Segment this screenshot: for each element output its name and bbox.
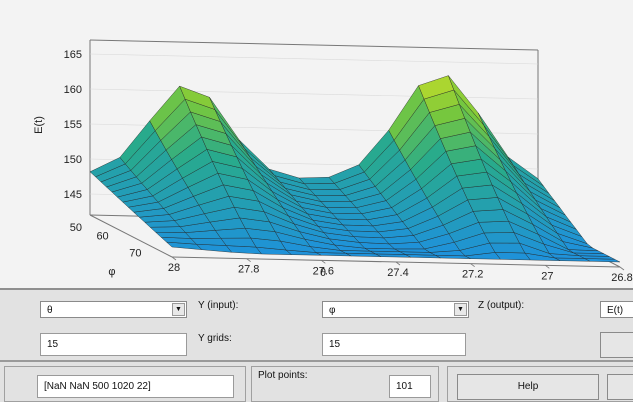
z-output-label: Z (output): <box>478 300 525 311</box>
y-grids-label: Y grids: <box>198 333 232 344</box>
panel-divider <box>0 360 633 362</box>
z-tick-label: 150 <box>64 154 82 166</box>
ref-input-field[interactable]: [NaN NaN 500 1020 22] <box>37 375 234 398</box>
y-input-label: Y (input): <box>198 300 239 311</box>
chevron-down-icon[interactable]: ▼ <box>454 303 467 316</box>
surface-cell <box>320 201 357 208</box>
surface-cell <box>489 242 526 254</box>
x-axis-label: θ <box>320 267 326 279</box>
z-output-select-value: E(t) <box>607 305 624 316</box>
chevron-down-icon[interactable]: ▼ <box>172 303 185 316</box>
surface-cell <box>315 195 352 202</box>
y-input-select-value: φ <box>329 305 336 316</box>
surface-cell <box>304 183 341 190</box>
surface-cell <box>155 231 192 239</box>
apply-button[interactable] <box>600 332 633 358</box>
x-grids-field[interactable]: 15 <box>40 333 187 356</box>
surface-cell <box>309 189 346 196</box>
z-tick-label: 160 <box>64 84 82 96</box>
x-tick-label: 28 <box>168 262 180 274</box>
x-tick-label: 27.4 <box>387 267 408 279</box>
surface-plot[interactable]: 165 160 155 150 145 50 28 27.8 27.6 27.4 27.2 27 26.… <box>0 0 633 288</box>
x-input-select-value: θ <box>47 305 53 316</box>
x-tick-label: 27.2 <box>462 269 483 281</box>
surface-cell <box>149 226 186 233</box>
y-tick-label: 70 <box>129 248 141 260</box>
plot-points-label: Plot points: <box>258 370 308 381</box>
surface-cell <box>483 232 520 244</box>
surface-cell <box>507 156 544 187</box>
x-input-select[interactable]: θ ▼ <box>40 301 187 318</box>
y-grids-field[interactable]: 15 <box>322 333 466 356</box>
y-tick-label: 60 <box>96 231 108 243</box>
x-tick-label: 27.8 <box>238 264 259 276</box>
x-tick-label: 27.6 <box>313 265 334 277</box>
help-button[interactable]: Help <box>457 374 599 400</box>
z-tick-label: 145 <box>64 189 82 201</box>
x-tick-label: 26.8 <box>611 272 632 284</box>
close-button[interactable] <box>607 374 633 400</box>
z-tick-label: 155 <box>64 119 82 131</box>
axis-ticks: 165 160 155 150 145 50 28 27.8 27.6 27.4 27.2 27 26.… <box>64 49 633 284</box>
control-panel: θ ▼ Y (input): φ ▼ Z (output): E(t) 15 Y… <box>0 288 633 402</box>
x-tick-label: 27 <box>541 270 553 282</box>
surface-cell <box>298 176 335 185</box>
y-input-select[interactable]: φ ▼ <box>322 301 469 318</box>
surface-cell <box>478 220 515 234</box>
z-tick-label: 165 <box>64 49 82 61</box>
z-tick-label: 50 <box>70 222 82 234</box>
surface-cell <box>472 209 509 223</box>
surface-plot-svg[interactable]: 165 160 155 150 145 50 28 27.8 27.6 27.4 27.2 27 26.… <box>0 0 633 288</box>
z-axis-label: E(t) <box>33 116 45 134</box>
plot-points-field[interactable]: 101 <box>389 375 431 398</box>
surface-cell <box>325 207 363 214</box>
z-output-select[interactable]: E(t) <box>600 301 633 318</box>
y-axis-label: φ <box>108 266 115 278</box>
surface-mesh <box>89 75 621 263</box>
